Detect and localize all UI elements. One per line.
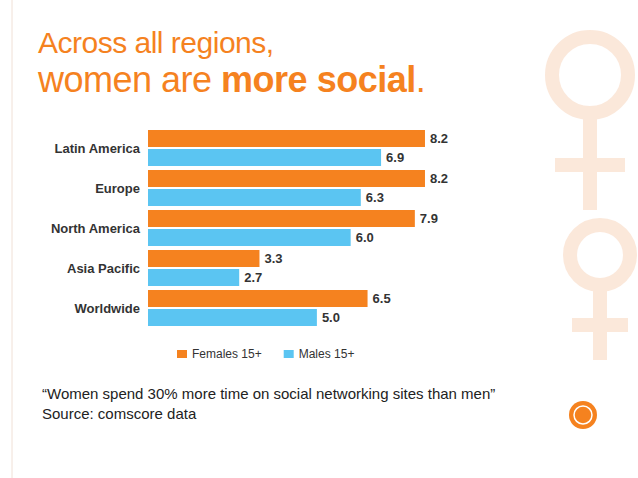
svg-text:7.9: 7.9	[420, 211, 438, 226]
svg-text:6.9: 6.9	[386, 150, 404, 165]
svg-text:Asia Pacific: Asia Pacific	[67, 261, 140, 276]
svg-text:North America: North America	[51, 221, 141, 236]
svg-text:6.3: 6.3	[366, 190, 384, 205]
svg-text:8.2: 8.2	[430, 131, 448, 146]
html-text:“Women spend 30% more time on: “Women spend 30% more time on social net…	[42, 385, 496, 402]
svg-text:Females 15+: Females 15+	[192, 347, 262, 361]
svg-text:2.7: 2.7	[244, 270, 262, 285]
svg-text:6.0: 6.0	[356, 230, 374, 245]
svg-text:Europe: Europe	[95, 181, 140, 196]
svg-text:Worldwide: Worldwide	[75, 301, 140, 316]
svg-text:Latin America: Latin America	[55, 141, 141, 156]
html-text:Source: comscore data: Source: comscore data	[42, 405, 197, 422]
svg-text:6.5: 6.5	[373, 291, 391, 306]
svg-text:3.3: 3.3	[264, 251, 282, 266]
html-text:Across all regions,: Across all regions,	[38, 26, 274, 59]
svg-text:Males 15+: Males 15+	[299, 347, 355, 361]
svg-text:8.2: 8.2	[430, 171, 448, 186]
html-text:women are more social.: women are more social.	[38, 58, 426, 100]
svg-text:5.0: 5.0	[322, 310, 340, 325]
